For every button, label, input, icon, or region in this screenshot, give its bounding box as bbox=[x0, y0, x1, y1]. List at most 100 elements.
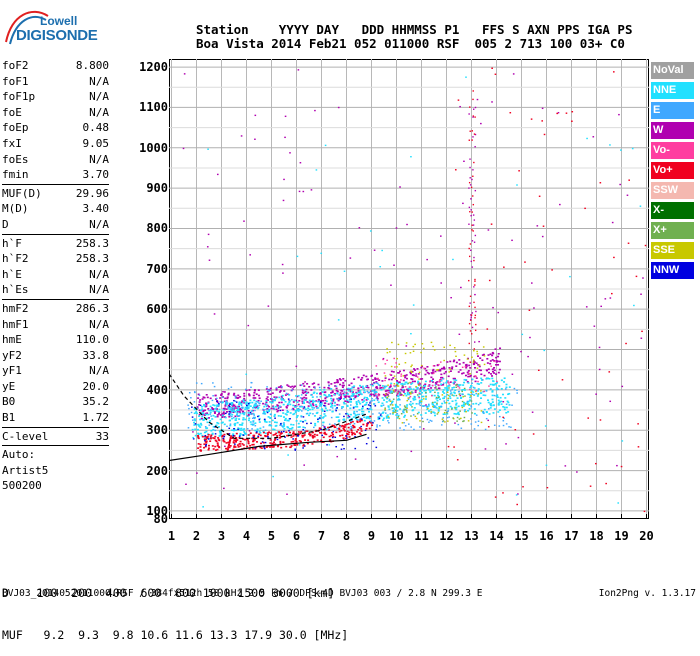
echo-point bbox=[342, 384, 345, 387]
echo-point bbox=[388, 422, 390, 424]
echo-point bbox=[303, 396, 306, 399]
echo-point bbox=[290, 436, 293, 438]
echo-point bbox=[407, 423, 410, 425]
echo-point bbox=[455, 361, 458, 364]
echo-point bbox=[275, 396, 278, 399]
echo-point bbox=[403, 374, 406, 377]
echo-point bbox=[204, 438, 207, 441]
echo-point bbox=[237, 428, 239, 431]
echo-point bbox=[344, 424, 347, 426]
echo-point bbox=[228, 413, 230, 415]
echo-point bbox=[342, 401, 345, 404]
echo-point bbox=[620, 149, 622, 151]
echo-point bbox=[254, 425, 257, 427]
echo-point bbox=[278, 396, 281, 399]
echo-point bbox=[389, 413, 392, 415]
echo-point bbox=[279, 424, 281, 426]
echo-point bbox=[197, 437, 200, 440]
echo-point bbox=[352, 391, 355, 393]
echo-point bbox=[352, 393, 355, 396]
echo-point bbox=[593, 325, 596, 327]
echo-point bbox=[288, 430, 290, 432]
echo-point bbox=[403, 422, 405, 424]
echo-point bbox=[216, 414, 219, 416]
ionogram-plot[interactable] bbox=[169, 59, 649, 519]
echo-point bbox=[378, 412, 381, 414]
echo-point bbox=[352, 386, 355, 389]
echo-point bbox=[468, 322, 471, 325]
echo-point bbox=[235, 417, 238, 420]
echo-point bbox=[321, 399, 324, 402]
echo-point bbox=[411, 382, 414, 384]
echo-point bbox=[390, 403, 393, 405]
echo-point bbox=[314, 387, 316, 389]
echo-point bbox=[257, 389, 260, 391]
echo-point bbox=[467, 393, 470, 396]
echo-point bbox=[466, 358, 469, 360]
echo-point bbox=[401, 389, 404, 392]
echo-point bbox=[305, 397, 308, 399]
echo-point bbox=[241, 422, 244, 425]
echo-point bbox=[257, 436, 260, 439]
echo-point bbox=[472, 195, 474, 197]
echo-point bbox=[294, 406, 297, 408]
echo-point bbox=[344, 400, 347, 402]
echo-point bbox=[446, 412, 448, 414]
echo-point bbox=[389, 351, 391, 353]
echo-point bbox=[420, 398, 423, 401]
echo-point bbox=[469, 373, 471, 375]
echo-point bbox=[432, 345, 434, 348]
echo-point bbox=[206, 412, 209, 414]
echo-point bbox=[204, 445, 207, 448]
echo-point bbox=[349, 407, 352, 410]
echo-point bbox=[208, 259, 211, 261]
echo-point bbox=[307, 407, 310, 409]
echo-point bbox=[247, 419, 250, 422]
echo-point bbox=[455, 402, 458, 405]
echo-point bbox=[324, 407, 327, 410]
echo-point bbox=[487, 426, 490, 428]
echo-point bbox=[240, 429, 243, 432]
echo-point bbox=[203, 431, 206, 434]
echo-point bbox=[280, 401, 283, 404]
echo-point bbox=[326, 395, 329, 398]
echo-point bbox=[233, 424, 236, 427]
echo-point bbox=[454, 407, 457, 409]
param-label: h`E bbox=[2, 267, 22, 281]
echo-point bbox=[214, 439, 217, 442]
echo-point bbox=[228, 408, 231, 410]
echo-point bbox=[212, 437, 215, 439]
y-tick-label: 80 bbox=[153, 512, 168, 526]
echo-point bbox=[493, 383, 496, 386]
echo-point bbox=[318, 427, 321, 429]
echo-point bbox=[387, 416, 390, 418]
echo-point bbox=[255, 404, 258, 407]
echo-point bbox=[399, 370, 402, 373]
echo-point bbox=[272, 405, 275, 408]
echo-point bbox=[491, 391, 494, 393]
echo-point bbox=[221, 396, 224, 399]
echo-point bbox=[192, 419, 194, 421]
echo-point bbox=[451, 388, 453, 391]
echo-point bbox=[471, 333, 473, 335]
echo-point bbox=[430, 420, 433, 422]
echo-point bbox=[217, 426, 220, 428]
echo-point bbox=[231, 417, 234, 420]
echo-point bbox=[366, 407, 369, 410]
echo-point bbox=[466, 371, 469, 374]
echo-point bbox=[368, 417, 371, 420]
echo-point bbox=[382, 386, 384, 389]
echo-point bbox=[484, 428, 487, 431]
echo-point bbox=[278, 437, 281, 439]
echo-point bbox=[445, 381, 448, 384]
echo-point bbox=[319, 431, 322, 434]
param-label: foEs bbox=[2, 152, 29, 166]
echo-point bbox=[432, 403, 435, 406]
y-tick-label: 900 bbox=[146, 181, 168, 196]
echo-point bbox=[289, 446, 292, 449]
echo-point bbox=[524, 261, 526, 263]
echo-point bbox=[350, 398, 353, 400]
echo-point bbox=[371, 400, 373, 402]
echo-point bbox=[342, 437, 345, 439]
echo-point bbox=[330, 434, 333, 437]
